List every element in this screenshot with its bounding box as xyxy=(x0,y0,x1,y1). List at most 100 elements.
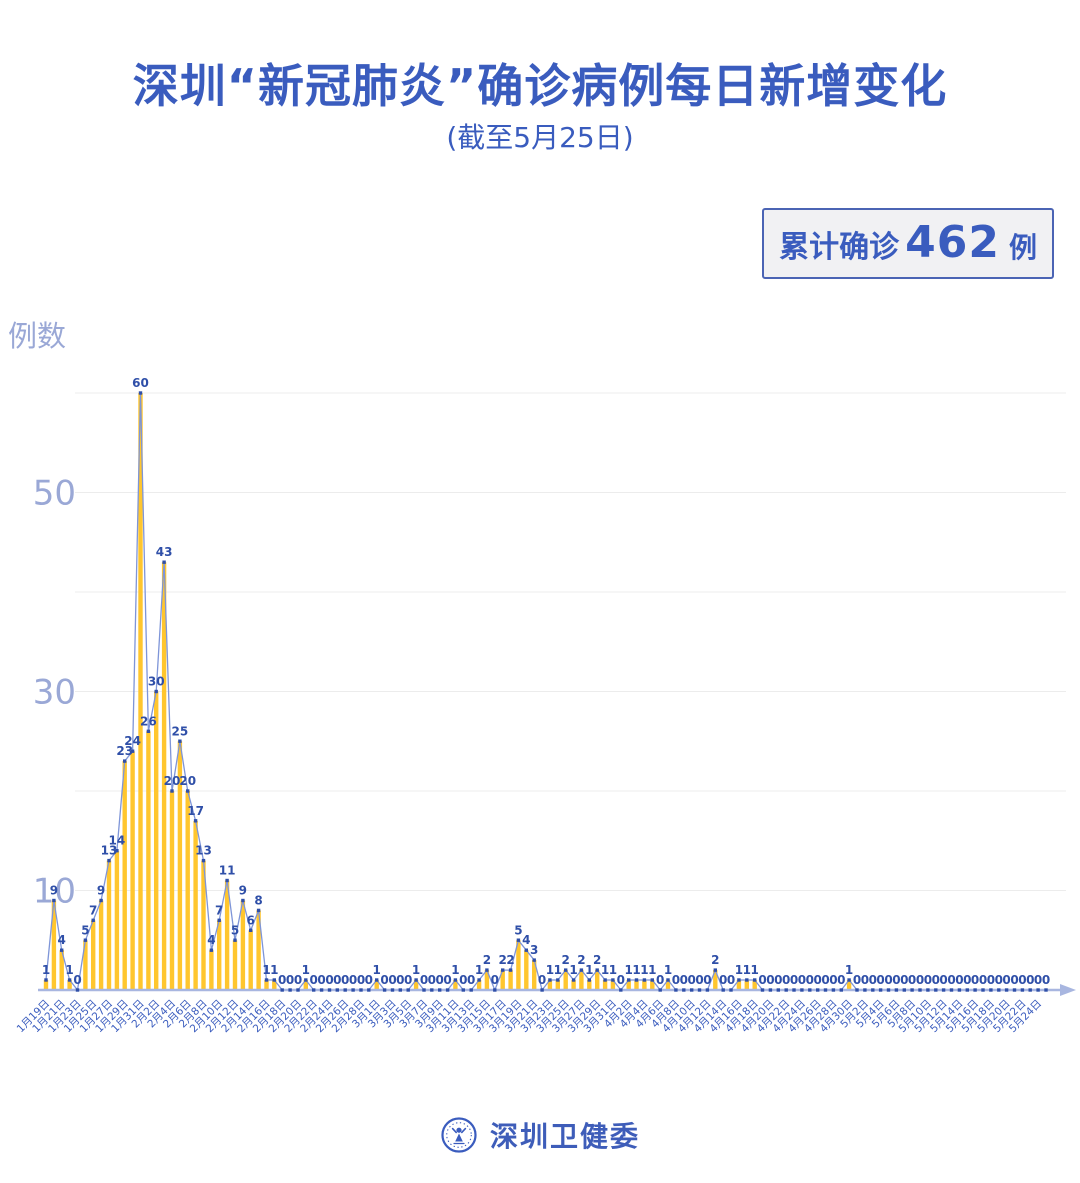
value-label: 0 xyxy=(719,973,727,987)
bar xyxy=(595,970,600,990)
data-point xyxy=(107,858,111,863)
value-label: 0 xyxy=(916,973,924,987)
data-point xyxy=(611,978,615,982)
value-label: 1 xyxy=(42,963,50,977)
data-point xyxy=(949,988,954,992)
data-point xyxy=(138,391,143,395)
value-label: 0 xyxy=(900,973,908,987)
data-point xyxy=(209,948,214,952)
value-label: 0 xyxy=(963,973,971,987)
data-point xyxy=(335,988,339,992)
bar xyxy=(209,950,214,990)
value-label: 1 xyxy=(554,963,562,977)
value-label: 0 xyxy=(979,973,987,987)
value-labels: 1941057913142324602630432025201713471159… xyxy=(42,376,1050,987)
value-label: 0 xyxy=(688,973,696,987)
value-label: 23 xyxy=(116,744,133,758)
data-point xyxy=(540,988,544,992)
data-point xyxy=(666,978,670,982)
bar xyxy=(571,980,576,990)
data-point xyxy=(792,988,796,992)
data-point xyxy=(501,968,505,972)
value-label: 1 xyxy=(664,963,672,977)
data-point xyxy=(571,978,576,982)
data-point xyxy=(847,978,851,982)
value-label: 1 xyxy=(451,963,459,977)
data-point xyxy=(75,988,80,992)
bar xyxy=(91,920,96,990)
data-point xyxy=(902,988,906,992)
value-label: 2 xyxy=(499,953,507,967)
value-label: 0 xyxy=(947,973,955,987)
data-point xyxy=(1004,988,1009,992)
value-label: 1 xyxy=(601,963,609,977)
footer-org-name: 深圳卫健委 xyxy=(489,1120,640,1153)
data-point xyxy=(469,988,473,992)
value-label: 0 xyxy=(1034,973,1042,987)
data-point xyxy=(312,988,316,992)
value-label: 0 xyxy=(1002,973,1010,987)
data-point xyxy=(603,978,607,982)
value-label: 9 xyxy=(50,884,58,898)
value-label: 0 xyxy=(404,973,412,987)
bar xyxy=(43,980,49,990)
value-label: 0 xyxy=(672,973,680,987)
data-point xyxy=(508,968,513,972)
value-label: 0 xyxy=(782,973,790,987)
data-point xyxy=(934,988,938,992)
value-label: 0 xyxy=(853,973,861,987)
bar xyxy=(185,791,190,990)
value-label: 1 xyxy=(302,963,310,977)
data-point xyxy=(800,988,804,992)
bar xyxy=(713,970,718,990)
data-point xyxy=(989,988,993,992)
data-point xyxy=(477,978,481,982)
gridlines xyxy=(75,392,1066,891)
value-label: 9 xyxy=(239,884,247,898)
value-label: 9 xyxy=(97,884,105,898)
value-label: 0 xyxy=(357,973,365,987)
bar xyxy=(177,741,183,991)
data-point xyxy=(351,988,355,992)
bar xyxy=(138,393,143,990)
value-label: 0 xyxy=(341,973,349,987)
bar xyxy=(665,980,671,990)
value-label: 7 xyxy=(89,903,97,917)
value-label: 0 xyxy=(294,973,302,987)
data-point xyxy=(729,988,733,992)
value-label: 0 xyxy=(459,973,467,987)
value-label: 1 xyxy=(743,963,751,977)
value-label: 0 xyxy=(1018,973,1026,987)
value-label: 0 xyxy=(380,973,388,987)
bar xyxy=(161,562,167,990)
value-label: 1 xyxy=(65,963,73,977)
value-label: 0 xyxy=(443,973,451,987)
value-label: 7 xyxy=(215,903,223,917)
data-point xyxy=(44,978,48,982)
value-label: 0 xyxy=(821,973,829,987)
bar xyxy=(146,731,151,990)
bar xyxy=(256,910,261,990)
value-label: 60 xyxy=(132,376,149,390)
value-label: 0 xyxy=(814,973,822,987)
data-point xyxy=(910,988,914,992)
bar xyxy=(122,761,127,990)
value-label: 2 xyxy=(483,953,491,967)
data-point xyxy=(760,988,765,992)
value-label: 0 xyxy=(884,973,892,987)
data-point xyxy=(327,988,332,992)
data-point xyxy=(886,988,891,992)
data-point xyxy=(595,968,599,972)
bar xyxy=(217,920,222,990)
value-label: 1 xyxy=(735,963,743,977)
bar xyxy=(516,940,521,991)
data-point xyxy=(264,978,269,982)
value-label: 0 xyxy=(798,973,806,987)
y-tick-label: 30 xyxy=(33,673,76,713)
value-label: 0 xyxy=(869,973,877,987)
value-label: 0 xyxy=(310,973,318,987)
value-label: 0 xyxy=(333,973,341,987)
bar xyxy=(610,980,616,990)
value-label: 0 xyxy=(837,973,845,987)
value-label: 1 xyxy=(845,963,853,977)
